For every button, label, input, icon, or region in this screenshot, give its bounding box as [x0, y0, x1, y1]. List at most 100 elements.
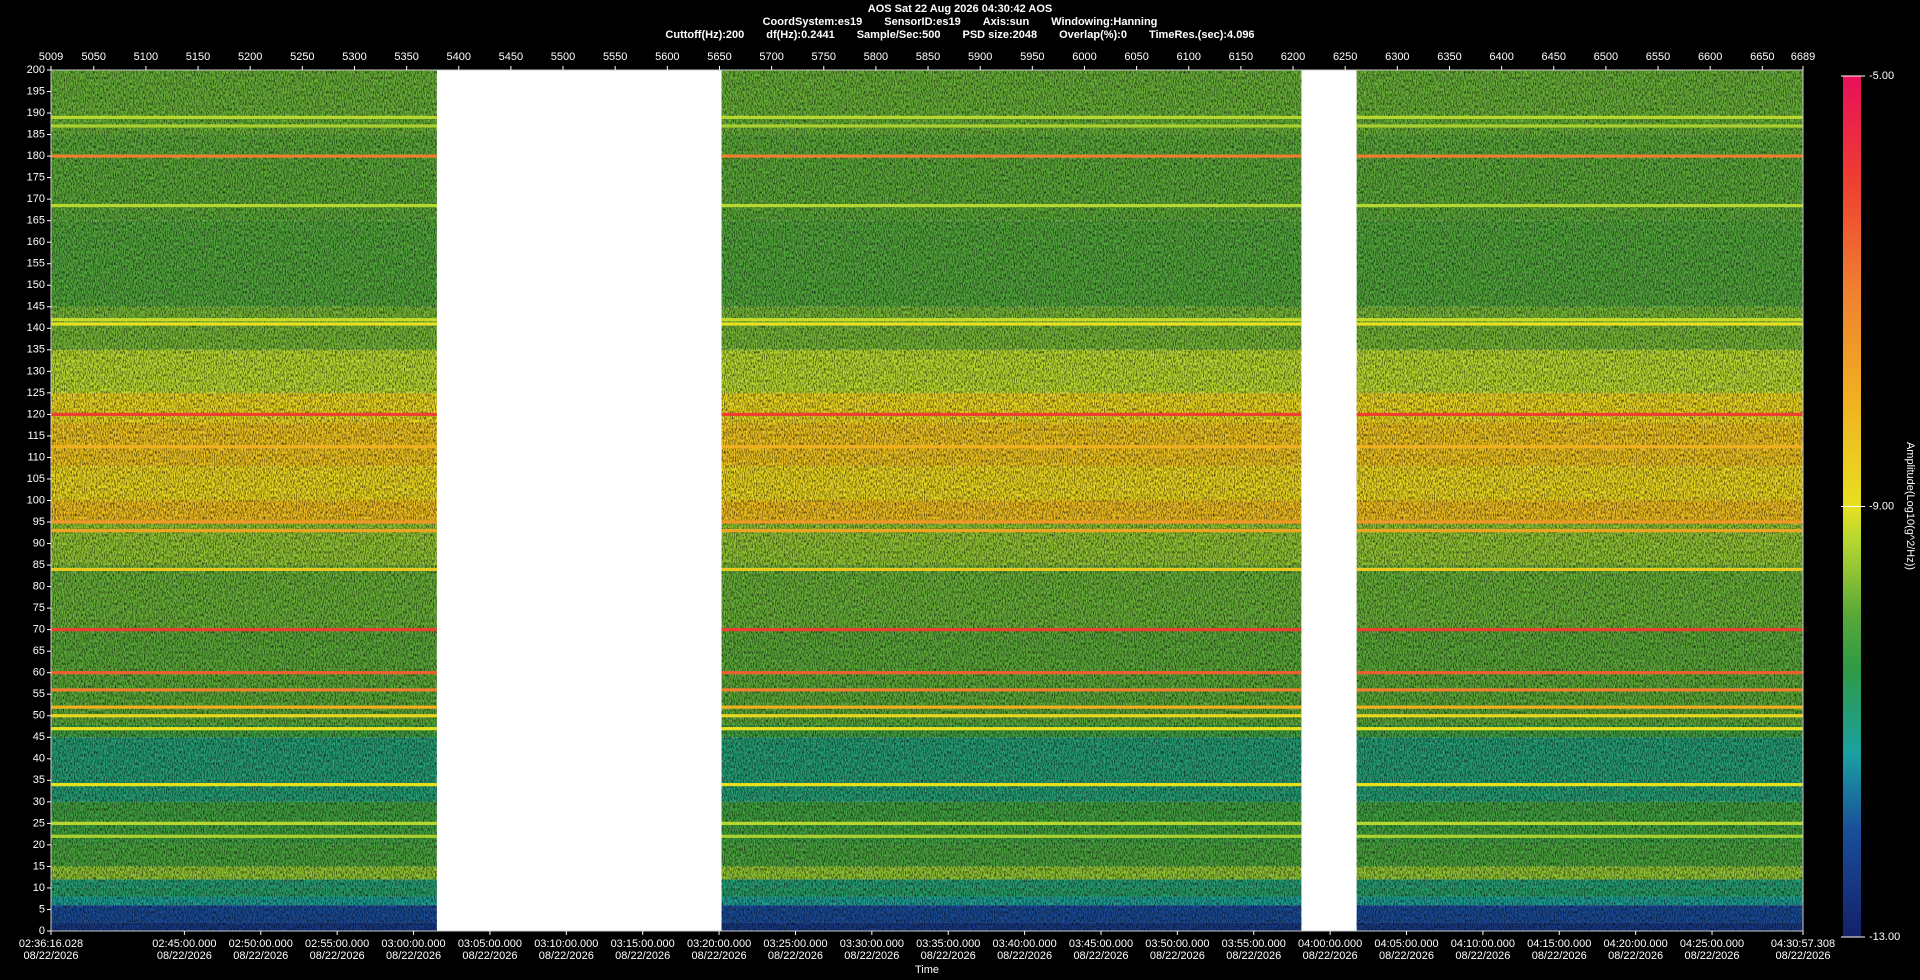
y-tick-label: 95 — [33, 516, 45, 528]
x2-tick-label: 5500 — [551, 51, 575, 63]
x-axis-label: Time — [915, 964, 939, 976]
header-item: PSD size:2048 — [962, 29, 1038, 41]
header-item: Cuttoff(Hz):200 — [665, 29, 745, 41]
spectrum-tone — [721, 671, 1302, 675]
x-tick-date: 08/22/2026 — [1303, 950, 1358, 962]
x2-tick-label: 6400 — [1489, 51, 1513, 63]
x2-tick-label: 5700 — [759, 51, 783, 63]
header-item: Sample/Sec:500 — [856, 29, 941, 41]
x-tick-date: 08/22/2026 — [539, 950, 594, 962]
y-tick-label: 185 — [27, 128, 45, 140]
y-tick-label: 110 — [27, 451, 45, 463]
spectrum-tone — [51, 671, 437, 675]
x-tick-label: 03:35:00.000 — [916, 938, 980, 950]
x2-tick-label: 5300 — [342, 51, 366, 63]
x-tick-date: 08/22/2026 — [1455, 950, 1510, 962]
spectrum-tone — [1356, 520, 1803, 524]
x-tick-date: 08/22/2026 — [157, 950, 212, 962]
x-tick-date: 08/22/2026 — [1608, 950, 1663, 962]
x2-tick-label: 6650 — [1750, 51, 1774, 63]
x-tick-label: 03:50:00.000 — [1145, 938, 1209, 950]
x2-tick-label: 5550 — [603, 51, 627, 63]
colorbar-tick-label: -5.00 — [1869, 70, 1894, 82]
x2-tick-label: 6689 — [1791, 51, 1815, 63]
x-tick-label: 03:25:00.000 — [763, 938, 827, 950]
spectrum-tone — [51, 529, 437, 533]
spectrum-tone — [1356, 567, 1803, 571]
spectrum-tone — [721, 628, 1302, 632]
y-tick-label: 40 — [33, 753, 45, 765]
spectrum-tone — [51, 834, 437, 838]
x2-tick-label: 5650 — [707, 51, 731, 63]
x2-tick-label: 5400 — [447, 51, 471, 63]
y-tick-label: 165 — [27, 215, 45, 227]
x-tick-date: 08/22/2026 — [23, 950, 78, 962]
colorbar-tick-label: -9.00 — [1869, 500, 1894, 512]
spectrum-tone — [51, 727, 437, 731]
y-tick-label: 20 — [33, 839, 45, 851]
x-tick-date: 08/22/2026 — [1150, 950, 1205, 962]
y-tick-label: 150 — [27, 279, 45, 291]
x-tick-date: 08/22/2026 — [1684, 950, 1739, 962]
y-tick-label: 70 — [33, 624, 45, 636]
x2-tick-label: 5750 — [812, 51, 836, 63]
y-tick-label: 115 — [27, 430, 45, 442]
spectrum-tone — [1356, 714, 1803, 718]
spectrum-tone — [51, 412, 437, 416]
x-tick-label: 04:15:00.000 — [1527, 938, 1591, 950]
x-tick-date: 08/22/2026 — [997, 950, 1052, 962]
x2-tick-label: 5150 — [186, 51, 210, 63]
x2-tick-label: 5009 — [39, 51, 63, 63]
x-tick-label: 02:55:00.000 — [305, 938, 369, 950]
x-tick-date: 08/22/2026 — [1775, 950, 1830, 962]
x-tick-label: 03:40:00.000 — [992, 938, 1056, 950]
spectrum-tone — [1356, 834, 1803, 838]
x-tick-label: 04:05:00.000 — [1374, 938, 1438, 950]
x2-tick-label: 5800 — [864, 51, 888, 63]
header-item: Overlap(%):0 — [1059, 29, 1127, 41]
y-tick-label: 100 — [27, 494, 45, 506]
spectrum-tone — [721, 204, 1302, 208]
spectrum-tone — [1356, 204, 1803, 208]
spectrum-tone — [721, 783, 1302, 787]
x2-tick-label: 5200 — [238, 51, 262, 63]
x-tick-label: 04:00:00.000 — [1298, 938, 1362, 950]
y-tick-label: 50 — [33, 710, 45, 722]
y-tick-label: 55 — [33, 688, 45, 700]
spectrum-tone — [1356, 445, 1803, 449]
x2-tick-label: 5450 — [499, 51, 523, 63]
x-tick-label: 03:20:00.000 — [687, 938, 751, 950]
header-item: TimeRes.(sec):4.096 — [1148, 29, 1255, 41]
header-title: AOS Sat 22 Aug 2026 04:30:42 AOS — [867, 3, 1053, 15]
x-tick-date: 08/22/2026 — [462, 950, 517, 962]
header-item: df(Hz):0.2441 — [766, 29, 835, 41]
spectrum-tone — [51, 204, 437, 208]
x2-tick-label: 6300 — [1385, 51, 1409, 63]
y-tick-label: 30 — [33, 796, 45, 808]
y-tick-label: 10 — [33, 882, 45, 894]
spectrum-tone — [721, 445, 1302, 449]
header-line: CoordSystem:es19 SensorID:es19 Axis:sun Win… — [0, 16, 1920, 29]
y-tick-label: 190 — [27, 107, 45, 119]
y-tick-label: 120 — [27, 408, 45, 420]
x-tick-date: 08/22/2026 — [386, 950, 441, 962]
header: AOS Sat 22 Aug 2026 04:30:42 AOS CoordSy… — [0, 3, 1920, 42]
spectrum-tone — [51, 567, 437, 571]
x2-tick-label: 6250 — [1333, 51, 1357, 63]
x2-tick-label: 6350 — [1437, 51, 1461, 63]
y-tick-label: 195 — [27, 85, 45, 97]
x2-tick-label: 5900 — [968, 51, 992, 63]
x-tick-label: 02:36:16.028 — [19, 938, 83, 950]
x2-tick-label: 6050 — [1124, 51, 1148, 63]
x-tick-label: 04:25:00.000 — [1680, 938, 1744, 950]
spectrum-tone — [1356, 821, 1803, 825]
spectrum-tone — [721, 520, 1302, 524]
spectrum-tone — [51, 318, 437, 322]
spectrum-tone — [1356, 124, 1803, 128]
x2-tick-label: 5600 — [655, 51, 679, 63]
x-tick-date: 08/22/2026 — [692, 950, 747, 962]
spectrum-tone — [1356, 671, 1803, 675]
y-tick-label: 25 — [33, 817, 45, 829]
x-tick-date: 08/22/2026 — [921, 950, 976, 962]
